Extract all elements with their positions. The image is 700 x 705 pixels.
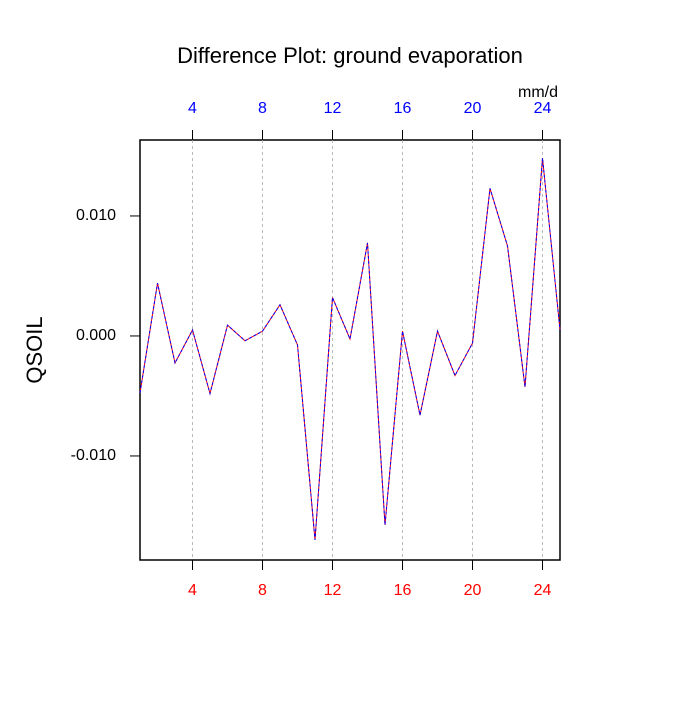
data-line bbox=[139, 157, 561, 541]
y-tick-label: 0.010 bbox=[76, 207, 116, 224]
x-tick-label: 20 bbox=[464, 582, 482, 599]
chart-title: Difference Plot: ground evaporation bbox=[177, 43, 523, 68]
x2-tick-label: 4 bbox=[188, 100, 197, 117]
data-line bbox=[139, 157, 561, 541]
x2-tick-label: 24 bbox=[534, 100, 552, 117]
x-tick-label: 8 bbox=[258, 582, 267, 599]
x2-tick-label: 12 bbox=[324, 100, 342, 117]
x-tick-label: 12 bbox=[324, 582, 342, 599]
y-axis-label: QSOIL bbox=[22, 316, 47, 383]
x-tick-label: 4 bbox=[188, 582, 197, 599]
y-tick-label: 0.000 bbox=[76, 327, 116, 344]
x-tick-label: 24 bbox=[534, 582, 552, 599]
plot-frame bbox=[139, 139, 561, 561]
top-axis-unit: mm/d bbox=[518, 84, 558, 101]
y-tick-label: -0.010 bbox=[71, 447, 116, 464]
x-tick-label: 16 bbox=[394, 582, 412, 599]
x2-tick-label: 16 bbox=[394, 100, 412, 117]
x2-tick-label: 8 bbox=[258, 100, 267, 117]
x2-tick-label: 20 bbox=[464, 100, 482, 117]
